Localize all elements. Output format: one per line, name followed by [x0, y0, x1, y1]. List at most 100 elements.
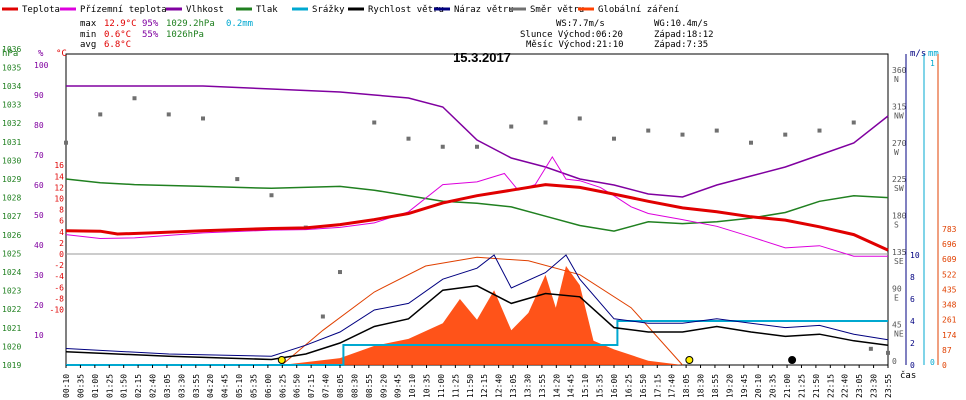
x-tick-label: 18:05: [682, 374, 691, 398]
radiation-tick: 87: [942, 346, 952, 355]
x-tick-label: 19:20: [725, 374, 734, 398]
radiation-tick: 348: [942, 301, 957, 310]
x-tick-label: 05:10: [235, 374, 244, 398]
x-tick-label: 08:30: [350, 374, 359, 398]
direction-point: [868, 346, 873, 351]
pressure-tick: 1022: [2, 305, 21, 314]
pressure-tick: 1035: [2, 63, 21, 72]
wind-tick: 10: [910, 251, 920, 260]
rain-tick: 0: [930, 358, 935, 367]
humidity-tick: 80: [34, 121, 44, 130]
x-tick-label: 13:30: [523, 374, 532, 398]
x-tick-label: 08:55: [365, 374, 374, 398]
temperature-tick: -6: [54, 283, 64, 292]
legend-label-smer: Směr větru: [530, 5, 584, 15]
sunrise-marker: [277, 356, 286, 364]
pressure-tick: 1031: [2, 138, 21, 147]
x-tick-label: 01:50: [120, 374, 129, 398]
pressure-tick: 1025: [2, 249, 21, 258]
pressure-line: [65, 178, 889, 232]
direction-point: [372, 120, 377, 125]
x-tick-label: 16:25: [624, 374, 633, 398]
direction-point: [166, 112, 171, 117]
direction-point: [320, 314, 325, 319]
radiation-tick: 609: [942, 255, 957, 264]
x-tick-label: 12:40: [495, 374, 504, 398]
radiation-tick: 696: [942, 240, 957, 249]
x-tick-label: 17:15: [653, 374, 662, 398]
pressure-tick: 1036: [2, 45, 21, 54]
stats-block: max 12.9°C 95% 1029.2hPa 0.2mm min 0.6°C…: [80, 19, 253, 50]
direction-tick: 360: [892, 66, 907, 75]
x-tick-label: 14:45: [567, 374, 576, 398]
x-tick-label: 15:10: [581, 374, 590, 398]
x-tick-label: 18:55: [711, 374, 720, 398]
temperature-tick: -8: [54, 294, 64, 303]
wind-tick: 8: [910, 273, 915, 282]
stat-max-rain: 0.2mm: [226, 19, 253, 29]
x-tick-label: 03:55: [192, 374, 201, 398]
direction-point: [338, 270, 342, 275]
stat-min-label: min: [80, 30, 96, 40]
pressure-tick: 1027: [2, 212, 21, 221]
temperature-tick: 6: [59, 217, 64, 226]
pressure-tick: 1021: [2, 324, 21, 333]
x-tick-label: 20:10: [754, 374, 763, 398]
x-tick-label: 17:40: [668, 374, 677, 398]
direction-point: [201, 116, 205, 121]
pressure-tick: 1024: [2, 268, 21, 277]
direction-point: [440, 144, 445, 149]
radiation-area: [281, 266, 683, 365]
legend-label-vlhkost: Vlhkost: [186, 5, 224, 15]
x-tick-label: 04:20: [206, 374, 215, 398]
temperature-tick: -4: [54, 272, 64, 281]
pressure-tick: 1034: [2, 82, 21, 91]
x-tick-label: 00:10: [62, 374, 71, 398]
rain-tick: 1: [930, 59, 935, 68]
humidity-tick: 20: [34, 301, 44, 310]
wind-unit: m/s: [910, 49, 926, 59]
x-tick-label: 21:25: [797, 374, 806, 398]
stat-avg-label: avg: [80, 40, 96, 50]
ground-temp-line: [65, 155, 888, 257]
direction-point: [886, 350, 890, 355]
pressure-tick: 1032: [2, 119, 21, 128]
sunrise-text: Slunce Východ:06:20: [520, 30, 623, 40]
direction-point: [235, 177, 240, 182]
stat-max-hum: 95%: [142, 19, 159, 29]
stat-min-press: 1026hPa: [166, 30, 204, 40]
humidity-tick: 10: [34, 331, 44, 340]
humidity-tick: 90: [34, 91, 44, 100]
moonset-text: Západ:7:35: [654, 40, 708, 50]
pressure-tick: 1026: [2, 231, 21, 240]
radiation-tick: 522: [942, 270, 957, 279]
wind-tick: 2: [910, 339, 915, 348]
direction-point: [406, 136, 411, 141]
stat-max-temp: 12.9°C: [104, 19, 137, 29]
temperature-tick: -10: [50, 306, 65, 315]
pressure-tick: 1033: [2, 101, 21, 110]
x-tick-label: 23:30: [870, 374, 879, 398]
x-tick-label: 18:30: [697, 374, 706, 398]
stat-max-press: 1029.2hPa: [166, 19, 215, 29]
legend-label-teplota: Teplota: [22, 5, 60, 15]
pressure-tick: 1023: [2, 287, 21, 296]
moonrise-marker: [788, 356, 797, 364]
radiation-tick: 0: [942, 361, 947, 370]
pressure-tick: 1019: [2, 361, 21, 370]
wind-speed-line: [65, 285, 889, 361]
x-tick-label: 01:00: [91, 374, 100, 398]
x-tick-label: 12:15: [480, 374, 489, 398]
direction-point: [714, 128, 719, 133]
temperature-tick: 16: [54, 161, 64, 170]
x-tick-label: 20:35: [769, 374, 778, 398]
radiation-tick: 435: [942, 285, 957, 294]
temperature-unit: °C: [56, 49, 67, 59]
direction-tick: 0: [892, 357, 897, 366]
direction-tick: 270: [892, 139, 907, 148]
x-tick-label: 04:45: [221, 374, 230, 398]
direction-point: [98, 112, 103, 117]
legend: Teplota Přízemní teplota Vlhkost Tlak Srážky…: [2, 5, 679, 15]
direction-point: [851, 120, 856, 125]
x-tick-label: 05:35: [249, 374, 258, 398]
